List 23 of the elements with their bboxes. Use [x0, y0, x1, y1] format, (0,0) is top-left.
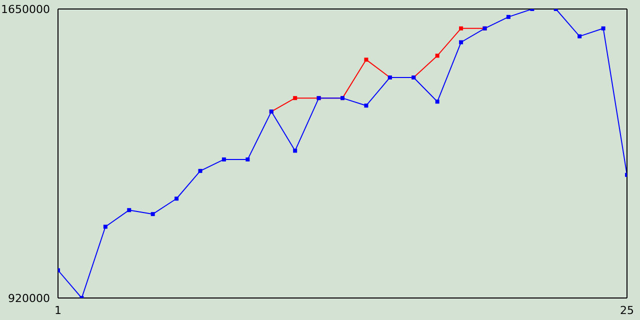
point	[222, 157, 226, 162]
point	[506, 14, 510, 19]
point	[293, 96, 298, 100]
point	[150, 212, 155, 216]
point	[578, 34, 582, 38]
x-tick-label: 25	[620, 304, 634, 317]
point	[435, 100, 440, 104]
point	[198, 168, 202, 173]
point	[459, 40, 464, 44]
point	[601, 26, 606, 30]
y-tick-label: 1650000	[1, 2, 50, 16]
point	[127, 208, 132, 212]
point	[459, 26, 464, 30]
line-series	[58, 9, 627, 298]
point	[435, 54, 440, 58]
point	[103, 224, 108, 229]
point	[364, 58, 368, 62]
point	[293, 148, 298, 153]
point	[246, 157, 250, 162]
x-tick-label: 1	[54, 304, 62, 317]
point	[364, 104, 368, 108]
point	[174, 196, 179, 201]
y-tick-label: 920000	[8, 292, 50, 305]
